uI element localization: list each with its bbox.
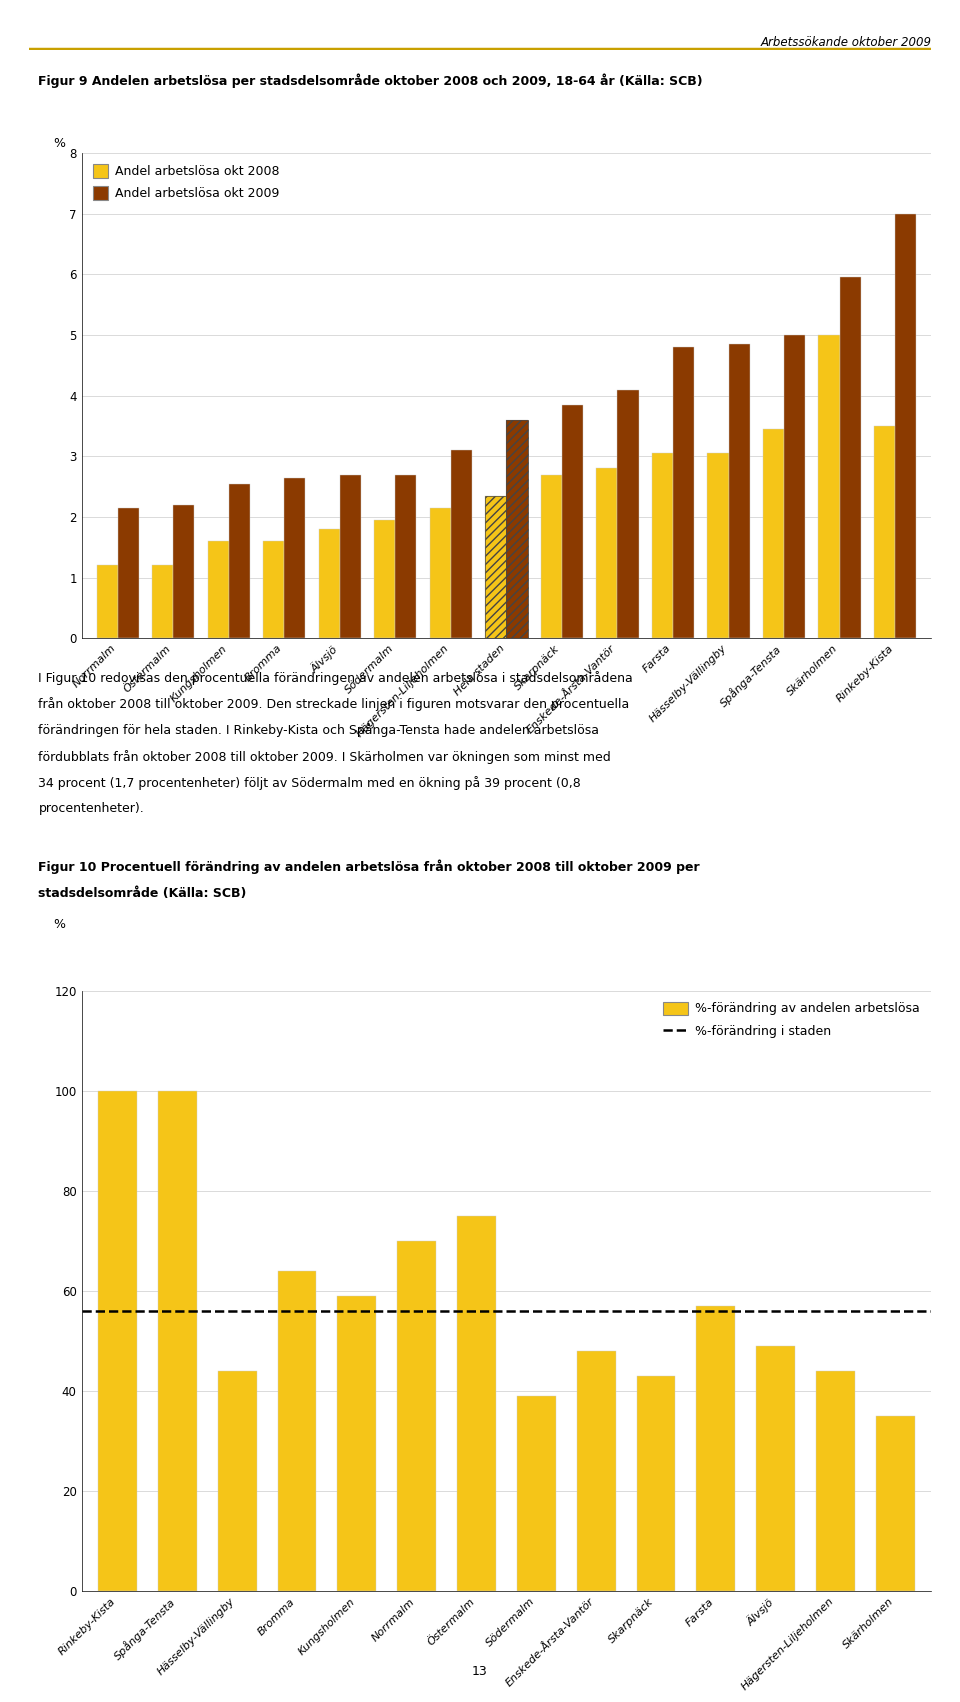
Bar — [207, 541, 228, 638]
Legend: %-förändring av andelen arbetslösa, %-förändring i staden: %-förändring av andelen arbetslösa, %-fö… — [658, 997, 924, 1043]
Bar — [840, 277, 861, 638]
Bar — [118, 507, 139, 638]
Bar — [516, 1396, 556, 1591]
Text: I Figur 10 redovisas den procentuella förändringen av andelen arbetslösa i stads: I Figur 10 redovisas den procentuella fö… — [38, 671, 634, 684]
Bar — [617, 390, 638, 638]
Bar — [337, 1295, 376, 1591]
Bar — [430, 507, 451, 638]
Bar — [540, 475, 562, 638]
Bar — [457, 1215, 496, 1591]
Bar — [636, 1377, 676, 1591]
Bar — [596, 468, 617, 638]
Bar — [816, 1372, 855, 1591]
Bar — [819, 335, 840, 638]
Bar — [486, 495, 506, 638]
Bar — [763, 429, 784, 638]
Bar — [263, 541, 284, 638]
Text: %: % — [53, 136, 64, 150]
Bar — [876, 1416, 915, 1591]
Bar — [374, 521, 396, 638]
Bar — [562, 405, 583, 638]
Bar — [451, 451, 472, 638]
Text: förändringen för hela staden. I Rinkeby-Kista och Spånga-Tensta hade andelen arb: förändringen för hela staden. I Rinkeby-… — [38, 723, 599, 737]
Text: 13: 13 — [472, 1665, 488, 1678]
Bar — [507, 420, 527, 638]
Bar — [97, 565, 118, 638]
Text: Figur 9 Andelen arbetslösa per stadsdelsområde oktober 2008 och 2009, 18-64 år (: Figur 9 Andelen arbetslösa per stadsdels… — [38, 73, 703, 89]
Text: 34 procent (1,7 procentenheter) följt av Södermalm med en ökning på 39 procent (: 34 procent (1,7 procentenheter) följt av… — [38, 776, 581, 790]
Bar — [228, 483, 250, 638]
Text: procentenheter).: procentenheter). — [38, 803, 144, 815]
Text: stadsdelsområde (Källa: SCB): stadsdelsområde (Källa: SCB) — [38, 887, 247, 900]
Bar — [577, 1351, 615, 1591]
Bar — [277, 1271, 317, 1591]
Text: fördubblats från oktober 2008 till oktober 2009. I Skärholmen var ökningen som m: fördubblats från oktober 2008 till oktob… — [38, 749, 612, 764]
Bar — [486, 495, 506, 638]
Bar — [396, 475, 417, 638]
Bar — [218, 1372, 256, 1591]
Bar — [397, 1241, 436, 1591]
Bar — [673, 347, 694, 638]
Text: Figur 10 Procentuell förändring av andelen arbetslösa från oktober 2008 till okt: Figur 10 Procentuell förändring av andel… — [38, 860, 700, 875]
Bar — [319, 529, 340, 638]
Text: %: % — [53, 917, 64, 931]
Bar — [696, 1305, 735, 1591]
Bar — [284, 478, 305, 638]
Legend: Andel arbetslösa okt 2008, Andel arbetslösa okt 2009: Andel arbetslösa okt 2008, Andel arbetsl… — [88, 160, 285, 204]
Bar — [895, 214, 916, 638]
Bar — [756, 1346, 795, 1591]
Bar — [152, 565, 173, 638]
Text: från oktober 2008 till oktober 2009. Den streckade linjen i figuren motsvarar de: från oktober 2008 till oktober 2009. Den… — [38, 698, 630, 711]
Bar — [729, 344, 750, 638]
Bar — [340, 475, 361, 638]
Bar — [157, 1091, 197, 1591]
Bar — [173, 505, 194, 638]
Bar — [874, 426, 895, 638]
Bar — [98, 1091, 137, 1591]
Bar — [652, 453, 673, 638]
Text: Arbetssökande oktober 2009: Arbetssökande oktober 2009 — [760, 36, 931, 49]
Bar — [507, 420, 527, 638]
Bar — [784, 335, 805, 638]
Bar — [708, 453, 729, 638]
